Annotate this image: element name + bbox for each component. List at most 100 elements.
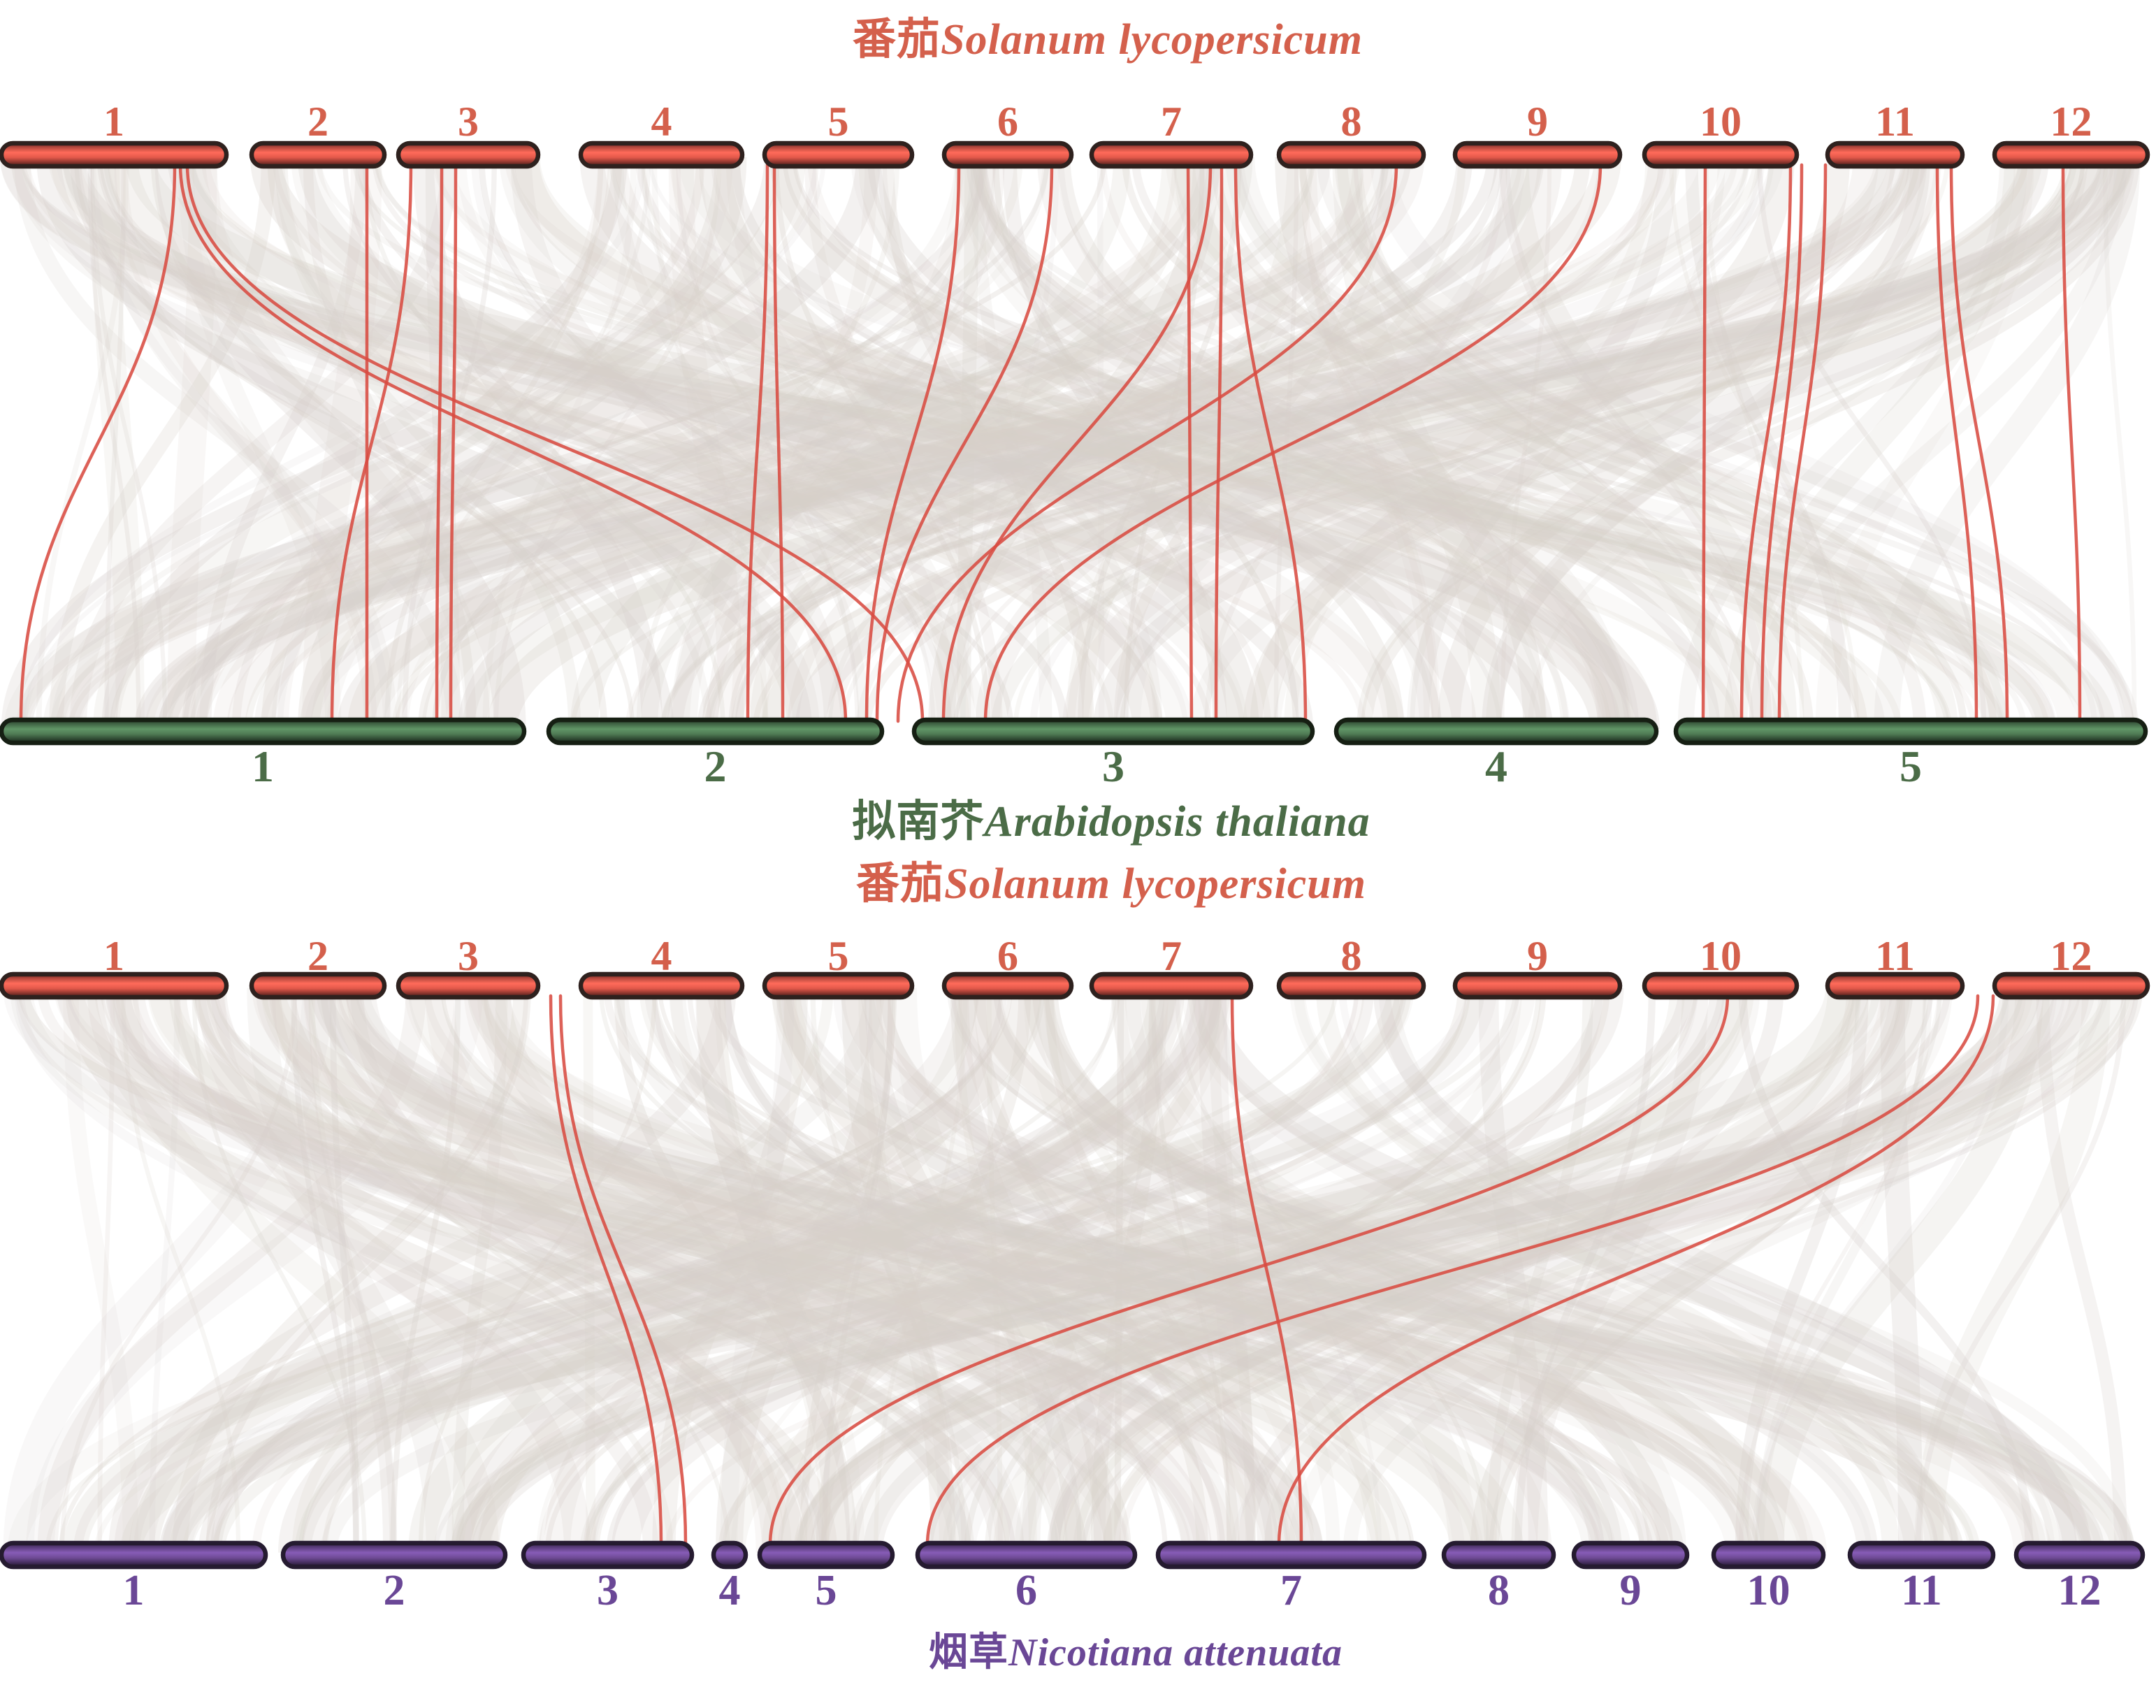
panel2-top-chromosomes: 1 2 3 4 5 6 7 8 9 10 11 12 [0,933,2150,1000]
synteny-ribbon [1043,987,1759,1553]
panel1-ribbons [0,156,2141,730]
synteny-ribbon [161,987,1183,1553]
synteny-ribbon [100,987,1684,1553]
synteny-ribbon [864,987,1083,1553]
highlight-link [941,163,1213,723]
synteny-ribbon [687,987,1291,1553]
synteny-ribbon [115,987,1285,1553]
chromosome-pill [1992,140,2150,169]
synteny-ribbon [761,156,2127,730]
synteny-ribbon [1,157,780,730]
synteny-ribbon [350,987,776,1553]
synteny-ribbon [58,987,1013,1553]
synteny-ribbon [483,987,1131,1553]
synteny-ribbon [1045,987,1240,1553]
synteny-ribbon [796,987,2027,1554]
synteny-ribbon [1122,157,1968,730]
synteny-ribbon [1110,987,1478,1553]
synteny-ribbon [179,157,820,730]
synteny-ribbon [50,157,820,730]
synteny-ribbon [451,987,1209,1553]
synteny-ribbon [957,157,979,730]
synteny-ribbon [730,157,1442,730]
chromosome-label: 1 [103,933,124,979]
synteny-ribbon [672,157,996,730]
highlight-link [435,163,444,723]
synteny-ribbon [1505,157,1797,730]
highlight-link [1739,163,1793,723]
synteny-ribbon [1704,157,1804,730]
synteny-ribbon [1332,157,1502,730]
synteny-ribbon [608,157,1790,730]
synteny-ribbon [598,987,1316,1553]
synteny-ribbon [168,987,1520,1553]
synteny-ribbon [640,157,1131,730]
chromosome-pill [1642,140,1800,169]
synteny-ribbon [635,157,1619,730]
synteny-ribbon [1019,987,1760,1553]
synteny-ribbon [432,157,1976,730]
chromosome-pill [1089,140,1254,169]
chromosome-label: 3 [597,1567,618,1614]
chromosome-label: 12 [2050,933,2092,979]
chromosome-label: 1 [252,741,274,791]
synteny-ribbon [749,157,1192,730]
chromosome-label: 1 [123,1567,145,1614]
synteny-ribbon [966,157,1640,730]
panel2-top-species-title: 番茄Solanum lycopersicum [856,862,1366,906]
synteny-ribbon [1735,987,1869,1553]
panel2-bottom-species-title: 烟草Nicotiana attenuata [929,1633,1343,1672]
synteny-ribbon [1486,987,1593,1553]
synteny-ribbon [972,987,2041,1554]
synteny-ribbon [603,987,1746,1553]
synteny-ribbon [254,157,1222,730]
species-name-chinese: 烟草 [929,1630,1009,1674]
synteny-ribbon [326,157,965,730]
synteny-ribbon [780,987,1222,1553]
synteny-ribbon [954,987,1037,1553]
synteny-ribbon [1914,987,2111,1553]
chromosome-pill [1711,1540,1826,1570]
synteny-ribbon [440,987,1415,1553]
synteny-ribbon [1080,987,2139,1553]
synteny-ribbon [716,987,1280,1553]
synteny-ribbon [178,157,342,730]
chromosome-label: 3 [458,99,479,145]
synteny-ribbon [450,987,2132,1553]
synteny-ribbon [792,157,2106,730]
synteny-ribbon [277,987,1231,1554]
synteny-ribbon [777,987,1400,1553]
chromosome-label: 2 [308,99,328,145]
synteny-ribbon [231,157,705,730]
synteny-ribbon [1284,157,1658,730]
synteny-ribbon [167,157,217,730]
synteny-ribbon [167,156,1554,730]
synteny-ribbon [731,157,1665,730]
synteny-ribbon [105,987,1323,1554]
synteny-ribbon [714,987,865,1553]
chromosome-label: 2 [308,933,328,979]
highlight-link [178,163,848,723]
synteny-ribbon [636,157,900,730]
synteny-ribbon [1275,157,1547,730]
synteny-ribbon [23,157,1367,730]
synteny-ribbon [252,987,1827,1554]
synteny-ribbon [672,157,976,730]
synteny-ribbon [0,156,2006,730]
species-name-chinese: 拟南芥 [852,797,985,846]
synteny-ribbon [468,987,2118,1554]
synteny-ribbon [1021,987,1169,1553]
synteny-ribbon [781,987,1301,1553]
synteny-ribbon [1062,157,1879,730]
synteny-ribbon [303,987,793,1553]
chromosome-pill [757,1540,895,1570]
synteny-ribbon [510,157,846,730]
synteny-ribbon [1514,987,1656,1553]
chromosome-pill [1089,971,1254,1000]
synteny-ribbon [544,987,1471,1553]
panel1-bottom-chromosomes: 1 2 3 4 5 [0,717,2148,791]
synteny-ribbon [841,987,956,1553]
synteny-ribbon [310,157,1023,730]
synteny-ribbon [1093,157,2129,730]
synteny-ribbon [159,987,2081,1554]
